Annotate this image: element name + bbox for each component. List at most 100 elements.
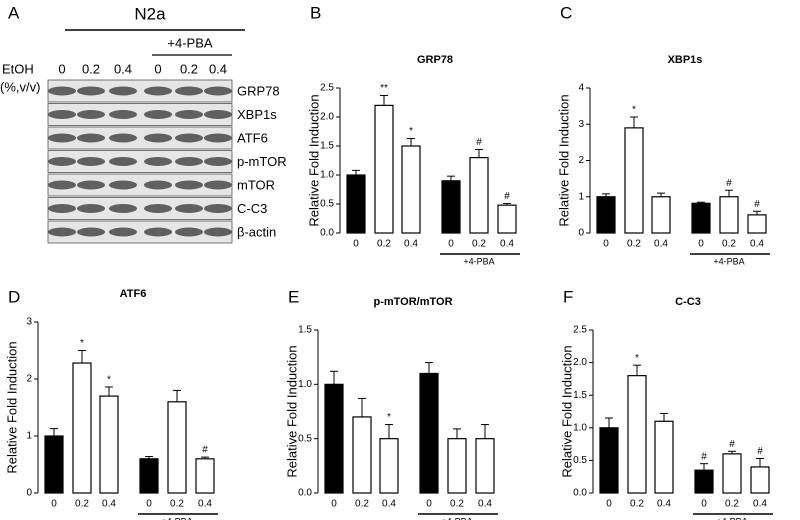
protein-label: XBP1s — [237, 107, 277, 122]
y-tick-label: 1.0 — [298, 379, 312, 390]
bar — [469, 157, 489, 234]
significance: * — [635, 353, 639, 364]
band — [109, 157, 137, 166]
y-tick-label: 0 — [26, 488, 32, 499]
bar — [352, 416, 372, 494]
y-tick-label: 3 — [26, 317, 32, 328]
y-tick-label: 0.0 — [573, 488, 587, 499]
bar — [654, 420, 674, 494]
x-tick-label: 0.4 — [753, 499, 767, 510]
x-tick-label: 0 — [426, 499, 432, 510]
band — [204, 227, 232, 237]
dose-label: EtOH — [2, 61, 34, 76]
treatment-label: +4-PBA — [167, 35, 212, 50]
dose: 0.2 — [180, 61, 198, 76]
band — [204, 86, 232, 96]
dose: 0.2 — [82, 61, 100, 76]
bar — [419, 372, 439, 494]
x-tick-label: 0.4 — [654, 239, 668, 250]
band — [175, 180, 203, 190]
bar — [627, 375, 647, 494]
dose-unit: (%,v/v) — [0, 79, 40, 94]
band — [77, 110, 105, 119]
bar — [447, 438, 467, 494]
bar — [441, 180, 461, 234]
significance: * — [632, 105, 636, 116]
band — [204, 133, 232, 143]
x-tick-label: 0.4 — [478, 499, 492, 510]
dose: 0 — [58, 61, 65, 76]
chart-title: ATF6 — [120, 288, 147, 300]
band — [144, 157, 172, 166]
panel-label: C — [560, 3, 572, 22]
x-tick-label: 0.4 — [198, 499, 212, 510]
band — [175, 227, 203, 237]
x-tick-label: 0.2 — [377, 239, 391, 250]
bar — [497, 204, 517, 234]
x-tick-label: 0.2 — [472, 239, 486, 250]
band — [77, 227, 105, 237]
band — [77, 157, 105, 166]
y-tick-label: 3 — [578, 119, 584, 130]
x-tick-label: 0 — [606, 499, 612, 510]
bar — [599, 427, 619, 494]
dose: 0.4 — [209, 61, 227, 76]
chart-title: p-mTOR/mTOR — [373, 296, 452, 308]
band — [109, 86, 137, 96]
cell-line: N2a — [134, 4, 166, 23]
x-tick-label: 0 — [698, 239, 704, 250]
x-tick-label: 0 — [701, 499, 707, 510]
bar — [167, 401, 187, 494]
y-axis-label: Relative Fold Induction — [559, 345, 574, 477]
y-tick-label: 0 — [578, 228, 584, 239]
bar — [624, 127, 644, 234]
x-tick-label: 0.2 — [170, 499, 184, 510]
bar — [374, 104, 394, 234]
panel-label: A — [8, 3, 20, 22]
bar — [44, 435, 64, 494]
y-tick-label: 1.0 — [573, 422, 587, 433]
panel-label: B — [310, 3, 321, 22]
protein-label: C-C3 — [237, 201, 267, 216]
band — [48, 204, 76, 213]
panel-label: E — [288, 287, 299, 306]
significance: * — [409, 126, 413, 137]
significance: # — [202, 445, 208, 456]
band — [109, 204, 137, 213]
band — [77, 180, 105, 190]
bar — [379, 438, 399, 494]
group-label: +4-PBA — [716, 516, 747, 520]
x-tick-label: 0.2 — [725, 499, 739, 510]
x-tick-label: 0.4 — [657, 499, 671, 510]
x-tick-label: 0.4 — [500, 239, 514, 250]
group-label: +4-PBA — [713, 256, 744, 266]
significance: * — [107, 375, 111, 386]
band — [77, 86, 105, 96]
y-tick-label: 2 — [578, 155, 584, 166]
band — [175, 110, 203, 119]
bar — [694, 469, 714, 494]
x-tick-label: 0.2 — [722, 239, 736, 250]
bar — [346, 174, 366, 234]
bar — [750, 466, 770, 494]
y-axis-label: Relative Fold Induction — [284, 345, 299, 477]
x-tick-label: 0.2 — [630, 499, 644, 510]
band — [204, 204, 232, 213]
y-tick-label: 1.5 — [573, 390, 587, 401]
bar — [651, 196, 671, 234]
band — [48, 180, 76, 190]
x-tick-label: 0.4 — [382, 499, 396, 510]
y-axis-label: Relative Fold Induction — [306, 94, 321, 226]
significance: # — [726, 178, 732, 189]
panel-label: F — [563, 287, 573, 306]
band — [109, 133, 137, 143]
bar — [195, 458, 215, 494]
group-label: +4-PBA — [161, 516, 192, 520]
bar — [99, 395, 119, 494]
x-tick-label: 0 — [331, 499, 337, 510]
y-tick-label: 1.5 — [298, 325, 312, 336]
x-tick-label: 0 — [353, 239, 359, 250]
x-tick-label: 0.2 — [355, 499, 369, 510]
bar — [719, 196, 739, 234]
band — [204, 157, 232, 166]
